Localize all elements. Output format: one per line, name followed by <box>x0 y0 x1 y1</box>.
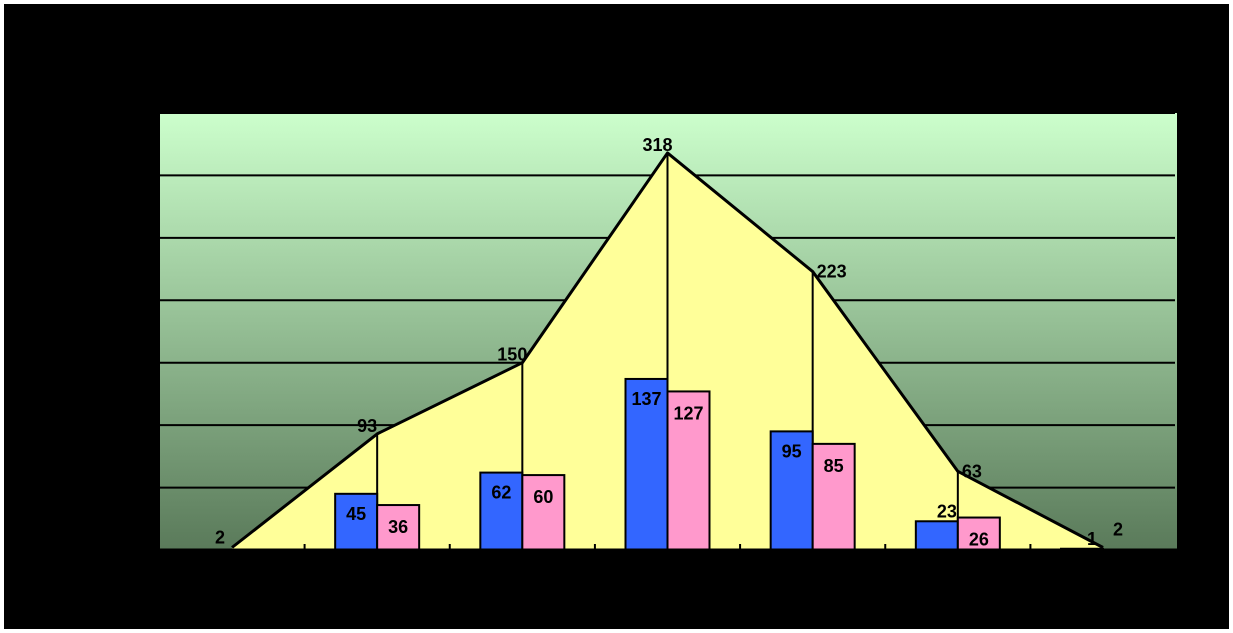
bars <box>334 377 1104 552</box>
data-label: 26 <box>969 530 989 550</box>
data-label: 60 <box>533 487 553 507</box>
data-label: 2 <box>215 528 225 548</box>
data-label: 127 <box>673 403 703 423</box>
data-label: 63 <box>962 461 982 481</box>
bar-series-2 <box>521 474 566 552</box>
data-label: 223 <box>817 262 847 282</box>
data-label: 137 <box>631 389 661 409</box>
bar-series-2 <box>376 504 421 551</box>
data-label: 2 <box>1113 520 1123 540</box>
data-label: 95 <box>782 441 802 461</box>
data-label: 1 <box>1087 529 1097 549</box>
data-label: 93 <box>357 416 377 436</box>
data-label: 85 <box>824 456 844 476</box>
data-label: 36 <box>388 517 408 537</box>
data-label: 150 <box>497 345 527 365</box>
data-label: 318 <box>642 135 672 155</box>
data-label: 62 <box>491 483 511 503</box>
data-label: 45 <box>346 504 366 524</box>
data-label: 23 <box>937 501 957 521</box>
x-axis <box>160 544 1177 552</box>
bar-series-1 <box>914 520 959 551</box>
total-area <box>231 151 1104 550</box>
bar-series-2 <box>811 442 856 551</box>
bar-series-1 <box>479 471 524 551</box>
